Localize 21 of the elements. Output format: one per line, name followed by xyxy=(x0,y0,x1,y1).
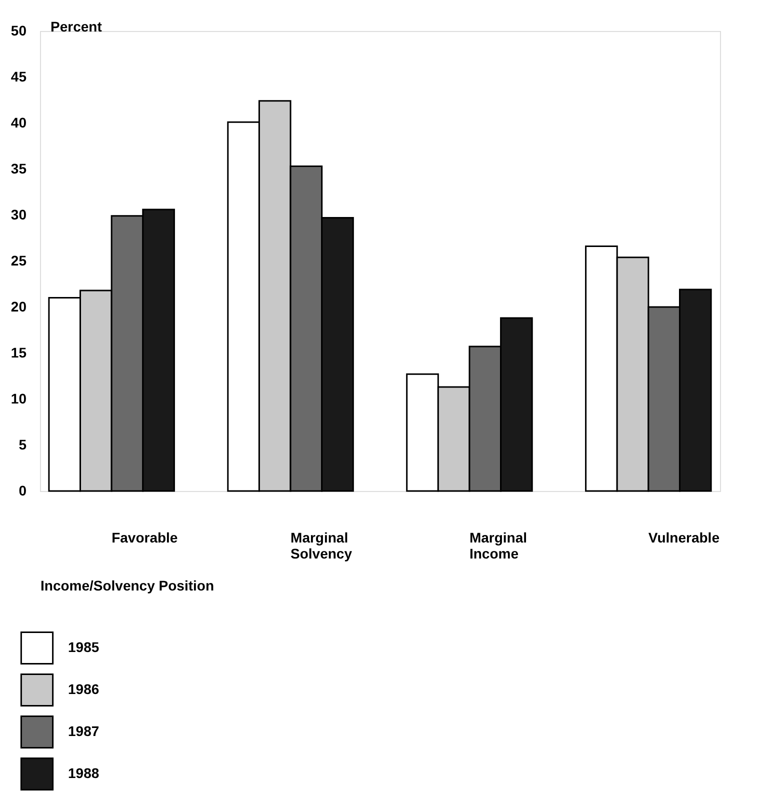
y-tick-label: 10 xyxy=(10,390,27,406)
x-tick-label: Vulnerable xyxy=(648,530,720,546)
y-tick-label: 20 xyxy=(10,298,27,314)
x-axis-title: Income/Solvency Position xyxy=(40,578,214,594)
y-axis-title: Percent xyxy=(50,18,102,34)
y-tick-label: 5 xyxy=(18,436,27,452)
legend-label: 1988 xyxy=(68,765,100,781)
y-tick-label: 40 xyxy=(10,114,27,130)
legend-label: 1987 xyxy=(68,723,100,739)
y-tick-label: 0 xyxy=(18,482,27,498)
x-tick-label: Marginal Solvency xyxy=(290,530,352,562)
y-tick-label: 35 xyxy=(10,160,27,176)
legend-label: 1986 xyxy=(68,681,100,697)
x-tick-label: Favorable xyxy=(112,530,178,546)
y-tick-label: 50 xyxy=(10,22,27,38)
y-tick-label: 15 xyxy=(10,344,27,360)
y-tick-label: 30 xyxy=(10,206,27,222)
legend-label: 1985 xyxy=(68,639,100,655)
x-tick-label: Marginal Income xyxy=(469,530,528,562)
y-tick-label: 45 xyxy=(10,68,27,84)
y-tick-label: 25 xyxy=(10,252,27,268)
